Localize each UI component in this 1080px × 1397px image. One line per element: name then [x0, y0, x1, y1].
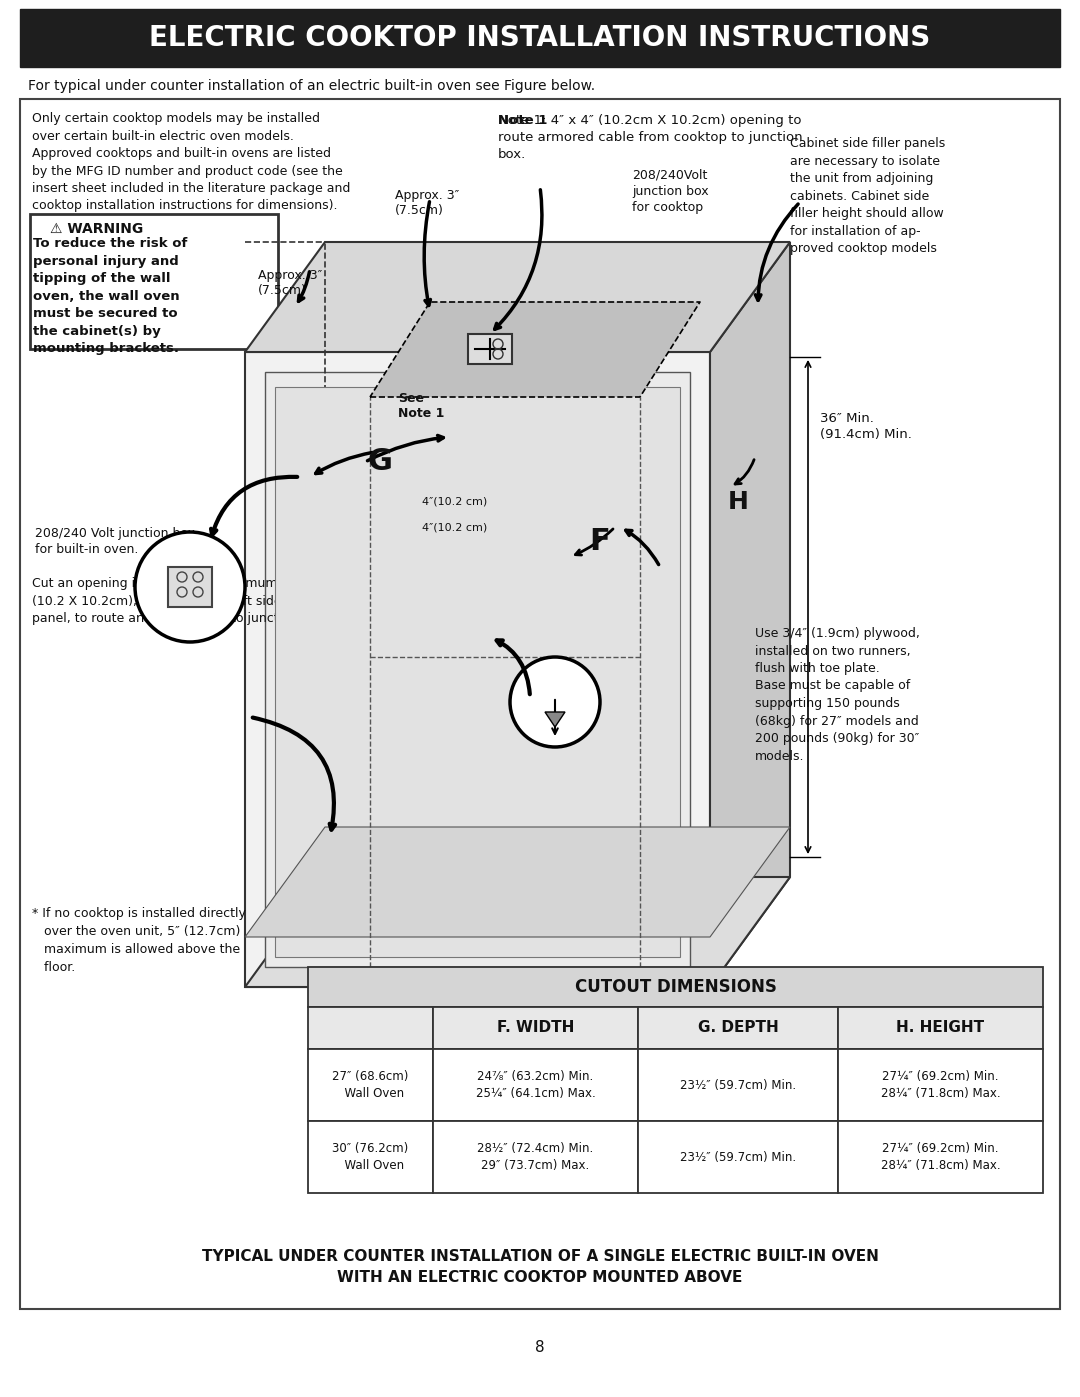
Text: 27¼″ (69.2cm) Min.
28¼″ (71.8cm) Max.: 27¼″ (69.2cm) Min. 28¼″ (71.8cm) Max. — [880, 1070, 1000, 1101]
Text: 28½″ (72.4cm) Min.
29″ (73.7cm) Max.: 28½″ (72.4cm) Min. 29″ (73.7cm) Max. — [477, 1141, 594, 1172]
Bar — [638, 1120, 838, 1193]
Text: 208/240Volt
junction box
for cooktop: 208/240Volt junction box for cooktop — [632, 169, 708, 214]
Text: For typical under counter installation of an electric built-in oven see Figure b: For typical under counter installation o… — [28, 80, 595, 94]
Text: Only certain cooktop models may be installed
over certain built-in electric oven: Only certain cooktop models may be insta… — [32, 112, 350, 212]
Text: TYPICAL UNDER COUNTER INSTALLATION OF A SINGLE ELECTRIC BUILT-IN OVEN
WITH AN EL: TYPICAL UNDER COUNTER INSTALLATION OF A … — [202, 1249, 878, 1285]
Text: See
Note 1: See Note 1 — [399, 393, 444, 420]
Polygon shape — [245, 352, 710, 988]
Text: 8: 8 — [536, 1340, 544, 1355]
Bar — [838, 1049, 1043, 1120]
Bar — [168, 567, 212, 608]
Text: 36″ Min.
(91.4cm) Min.: 36″ Min. (91.4cm) Min. — [820, 412, 912, 441]
Text: Cut an opening in wood base minimum 4″ x 4″
(10.2 X 10.2cm), 2″ (5cm) from left : Cut an opening in wood base minimum 4″ x… — [32, 577, 328, 624]
Text: 30″ (76.2cm)
  Wall Oven: 30″ (76.2cm) Wall Oven — [333, 1141, 408, 1172]
Bar — [638, 1007, 838, 1049]
Polygon shape — [245, 242, 789, 352]
Polygon shape — [275, 387, 680, 957]
Text: CUTOUT DIMENSIONS: CUTOUT DIMENSIONS — [575, 978, 777, 996]
Text: 4″(10.2 cm): 4″(10.2 cm) — [422, 522, 487, 532]
Bar — [838, 1120, 1043, 1193]
Text: G. DEPTH: G. DEPTH — [698, 1020, 779, 1035]
Circle shape — [510, 657, 600, 747]
Text: 24⁷⁄₈″ (63.2cm) Min.
25¼″ (64.1cm) Max.: 24⁷⁄₈″ (63.2cm) Min. 25¼″ (64.1cm) Max. — [475, 1070, 595, 1101]
Text: 23½″ (59.7cm) Min.: 23½″ (59.7cm) Min. — [680, 1151, 796, 1164]
Text: ELECTRIC COOKTOP INSTALLATION INSTRUCTIONS: ELECTRIC COOKTOP INSTALLATION INSTRUCTIO… — [149, 24, 931, 52]
Text: 27″ (68.6cm)
  Wall Oven: 27″ (68.6cm) Wall Oven — [333, 1070, 408, 1101]
Text: 4″(10.2 cm): 4″(10.2 cm) — [422, 497, 487, 507]
Text: Note 1: Note 1 — [498, 115, 548, 127]
Circle shape — [135, 532, 245, 643]
Text: ⚠ WARNING: ⚠ WARNING — [50, 222, 144, 236]
Bar — [308, 1049, 433, 1120]
Bar — [638, 1049, 838, 1120]
Bar — [21, 8, 1059, 67]
Polygon shape — [370, 302, 700, 397]
Text: Approx. 3″
(7.5cm): Approx. 3″ (7.5cm) — [258, 270, 322, 298]
Polygon shape — [545, 712, 565, 726]
Text: Use 3/4″ (1.9cm) plywood,
installed on two runners,
flush with toe plate.
Base m: Use 3/4″ (1.9cm) plywood, installed on t… — [755, 627, 920, 763]
Bar — [308, 1007, 433, 1049]
Text: Unit will
overlap cutout
(minimum)
edges by 1″
(2.5cm): Unit will overlap cutout (minimum) edges… — [453, 608, 543, 686]
Text: F. WIDTH: F. WIDTH — [497, 1020, 575, 1035]
Text: Cabinet side filler panels
are necessary to isolate
the unit from adjoining
cabi: Cabinet side filler panels are necessary… — [789, 137, 945, 256]
Text: Approx. 3″
(7.5cm): Approx. 3″ (7.5cm) — [395, 189, 459, 217]
Text: * If no cooktop is installed directly
   over the oven unit, 5″ (12.7cm)
   maxi: * If no cooktop is installed directly ov… — [32, 907, 246, 974]
Bar — [433, 1007, 638, 1049]
Bar — [30, 214, 278, 349]
Bar — [838, 1007, 1043, 1049]
Bar — [433, 1120, 638, 1193]
Text: G: G — [367, 447, 392, 476]
Text: 27¼″ (69.2cm) Min.
28¼″ (71.8cm) Max.: 27¼″ (69.2cm) Min. 28¼″ (71.8cm) Max. — [880, 1141, 1000, 1172]
Text: 4½″ (11.5cm)
Max.*: 4½″ (11.5cm) Max.* — [565, 629, 675, 662]
Text: To reduce the risk of
personal injury and
tipping of the wall
oven, the wall ove: To reduce the risk of personal injury an… — [33, 237, 187, 355]
Text: H: H — [728, 490, 748, 514]
Polygon shape — [245, 877, 789, 988]
Polygon shape — [710, 242, 789, 988]
Text: 208/240 Volt junction box
for built-in oven.: 208/240 Volt junction box for built-in o… — [35, 527, 195, 556]
Bar — [433, 1049, 638, 1120]
Polygon shape — [265, 372, 690, 967]
Text: 23½″ (59.7cm) Min.: 23½″ (59.7cm) Min. — [680, 1078, 796, 1091]
Polygon shape — [245, 827, 789, 937]
Bar — [21, 99, 1059, 1309]
Bar — [308, 967, 1043, 1007]
Text: H. HEIGHT: H. HEIGHT — [896, 1020, 985, 1035]
Bar — [468, 334, 512, 365]
Text: Note 1: 4″ x 4″ (10.2cm X 10.2cm) opening to
route armored cable from cooktop to: Note 1: 4″ x 4″ (10.2cm X 10.2cm) openin… — [498, 115, 802, 161]
Text: F: F — [590, 528, 610, 556]
Bar — [308, 1120, 433, 1193]
